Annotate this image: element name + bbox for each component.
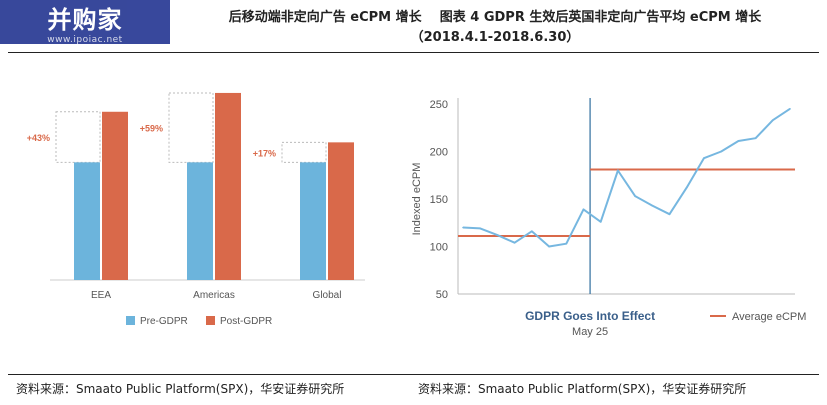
- ecpm-data-point: [565, 242, 568, 245]
- source-right: 资料来源：Smaato Public Platform(SPX)，华安证券研究所: [418, 382, 747, 396]
- increase-label: +59%: [140, 124, 163, 134]
- ecpm-data-point: [634, 195, 636, 197]
- bar-pre-gdpr: [187, 162, 213, 280]
- y-tick-label: 250: [430, 99, 448, 111]
- event-label: GDPR Goes Into Effect: [525, 309, 655, 323]
- increase-dashed-box: [168, 92, 214, 163]
- ecpm-data-point: [789, 107, 791, 110]
- ecpm-data-point: [513, 241, 516, 244]
- increase-dashed-box: [281, 141, 327, 163]
- ecpm-data-point: [496, 234, 499, 236]
- legend-swatch: [206, 316, 215, 325]
- legend-label: Post-GDPR: [220, 316, 272, 327]
- bar-post-gdpr: [102, 111, 128, 280]
- bar-chart: +43% EEA +59% Americas +17% Global Pre-GDPR Pos…: [27, 92, 365, 327]
- bar-pre-gdpr: [300, 162, 326, 280]
- legend-swatch: [126, 316, 135, 325]
- source-left: 资料来源：Smaato Public Platform(SPX)，华安证券研究所: [16, 382, 345, 396]
- line-chart: 50 100 150 200 250 Indexed eCPM GDPR Goes Into…: [411, 98, 806, 338]
- y-axis-label: Indexed eCPM: [411, 163, 423, 236]
- ecpm-series-line: [462, 107, 791, 248]
- bottom-divider: [8, 374, 819, 375]
- ecpm-data-point: [599, 221, 602, 223]
- logo-text: 并购家: [47, 5, 123, 34]
- y-tick-label: 150: [430, 194, 448, 206]
- category-label: Americas: [193, 290, 235, 301]
- left-figure-title-fragment: 后移动端非定向广告 eCPM 增长: [228, 10, 422, 25]
- watermark-logo: 并购家 www.ipoiac.net: [0, 0, 170, 45]
- ecpm-data-point: [582, 208, 585, 211]
- bar-pre-gdpr: [74, 162, 100, 280]
- ecpm-data-point: [754, 137, 757, 139]
- category-label: Global: [313, 290, 342, 301]
- increase-label: +17%: [253, 148, 276, 158]
- ecpm-data-point: [548, 245, 550, 248]
- ecpm-data-point: [720, 150, 722, 153]
- figure-header: 后移动端非定向广告 eCPM 增长 图表 4 GDPR 生效后英国非定向广告平均…: [170, 8, 820, 48]
- event-date-label: May 25: [572, 326, 608, 338]
- legend-label: Pre-GDPR: [140, 316, 188, 327]
- header-line-1: 后移动端非定向广告 eCPM 增长 图表 4 GDPR 生效后英国非定向广告平均…: [170, 8, 820, 28]
- header-date-range: （2018.4.1-2018.6.30）: [410, 30, 580, 45]
- ecpm-data-point: [617, 169, 619, 172]
- ecpm-data-point: [479, 227, 482, 230]
- increase-label: +43%: [27, 133, 50, 143]
- top-divider: [8, 52, 819, 53]
- bar-post-gdpr: [215, 92, 241, 280]
- ecpm-data-point: [651, 204, 654, 207]
- bar-post-gdpr: [328, 142, 354, 280]
- right-figure-title: 图表 4 GDPR 生效后英国非定向广告平均 eCPM 增长: [439, 10, 762, 25]
- y-tick-label: 50: [436, 289, 448, 301]
- ecpm-data-point: [685, 186, 688, 189]
- logo-url: www.ipoiac.net: [47, 34, 123, 45]
- category-label: EEA: [91, 290, 111, 301]
- ecpm-data-point: [531, 230, 533, 233]
- ecpm-data-point: [462, 226, 464, 229]
- increase-dashed-box: [55, 111, 101, 163]
- y-tick-label: 100: [430, 242, 448, 254]
- legend-average-label: Average eCPM: [732, 311, 806, 323]
- ecpm-data-point: [771, 119, 774, 121]
- ecpm-data-point: [668, 213, 671, 215]
- y-tick-label: 200: [430, 147, 448, 159]
- ecpm-data-point: [703, 157, 705, 159]
- ecpm-data-point: [737, 140, 740, 142]
